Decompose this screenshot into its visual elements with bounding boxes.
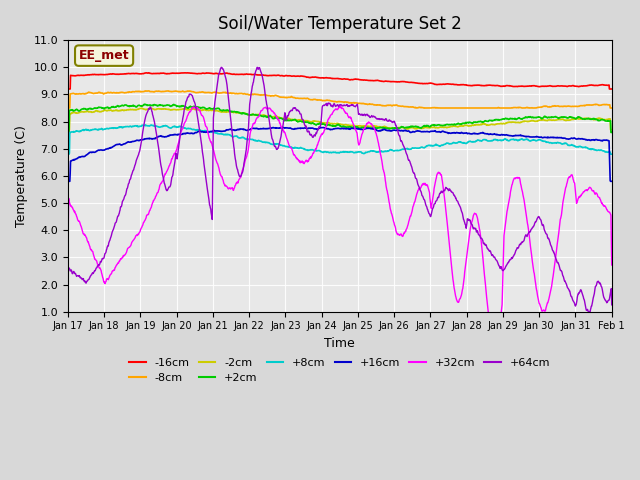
+16cm: [172, 132, 179, 137]
+16cm: [316, 124, 324, 130]
Line: +16cm: +16cm: [68, 127, 612, 181]
+16cm: [64, 179, 72, 184]
+32cm: [544, 300, 552, 306]
+16cm: [424, 129, 432, 134]
-2cm: [543, 118, 551, 123]
-16cm: [608, 86, 616, 92]
+16cm: [246, 127, 253, 132]
Text: EE_met: EE_met: [79, 49, 129, 62]
+2cm: [186, 105, 193, 110]
-16cm: [246, 72, 254, 77]
+2cm: [543, 115, 551, 121]
-2cm: [64, 127, 72, 132]
-8cm: [144, 88, 152, 94]
Line: -8cm: -8cm: [68, 91, 612, 108]
Line: -16cm: -16cm: [68, 73, 612, 89]
+64cm: [585, 309, 593, 314]
-2cm: [186, 107, 193, 112]
+2cm: [246, 112, 254, 118]
+32cm: [492, 342, 499, 348]
-2cm: [608, 127, 616, 132]
Line: -2cm: -2cm: [68, 108, 612, 130]
+64cm: [246, 99, 254, 105]
-8cm: [543, 104, 551, 109]
+8cm: [246, 136, 254, 142]
+16cm: [185, 131, 193, 136]
-2cm: [424, 125, 432, 131]
+64cm: [185, 94, 193, 99]
+64cm: [172, 154, 179, 160]
+2cm: [64, 130, 72, 135]
-8cm: [172, 88, 180, 94]
+2cm: [424, 123, 432, 129]
+8cm: [608, 151, 616, 157]
Line: +32cm: +32cm: [68, 107, 612, 345]
-16cm: [172, 71, 179, 76]
+8cm: [543, 139, 551, 145]
-2cm: [138, 105, 146, 111]
-8cm: [64, 105, 72, 111]
+32cm: [496, 320, 504, 325]
Legend: -16cm, -8cm, -2cm, +2cm, +8cm, +16cm, +32cm, +64cm: -16cm, -8cm, -2cm, +2cm, +8cm, +16cm, +3…: [125, 353, 555, 387]
+32cm: [608, 262, 616, 268]
-2cm: [172, 107, 180, 113]
Y-axis label: Temperature (C): Temperature (C): [15, 125, 28, 227]
-8cm: [424, 105, 432, 111]
-2cm: [246, 112, 254, 118]
-16cm: [495, 83, 503, 89]
+2cm: [172, 103, 180, 108]
-16cm: [424, 81, 432, 86]
+32cm: [185, 110, 193, 116]
+64cm: [64, 289, 72, 295]
+16cm: [608, 179, 616, 184]
Line: +64cm: +64cm: [68, 67, 612, 312]
-16cm: [64, 86, 72, 92]
+16cm: [495, 132, 503, 138]
+16cm: [543, 134, 551, 140]
Line: +2cm: +2cm: [68, 104, 612, 132]
-8cm: [608, 105, 616, 111]
-2cm: [495, 121, 503, 127]
+64cm: [543, 234, 551, 240]
+8cm: [495, 137, 503, 143]
-16cm: [181, 70, 189, 76]
-8cm: [495, 105, 503, 111]
Title: Soil/Water Temperature Set 2: Soil/Water Temperature Set 2: [218, 15, 461, 33]
+32cm: [424, 186, 432, 192]
+2cm: [141, 101, 149, 107]
+32cm: [64, 251, 72, 257]
+64cm: [424, 209, 432, 215]
+8cm: [172, 124, 180, 130]
Line: +8cm: +8cm: [68, 125, 612, 154]
+32cm: [246, 134, 253, 140]
+8cm: [424, 143, 432, 148]
+64cm: [608, 302, 616, 308]
X-axis label: Time: Time: [324, 337, 355, 350]
-16cm: [186, 70, 193, 76]
-8cm: [246, 92, 254, 98]
+32cm: [337, 104, 344, 109]
+2cm: [495, 117, 503, 123]
+64cm: [495, 264, 503, 270]
+2cm: [608, 130, 616, 135]
+32cm: [172, 149, 179, 155]
+64cm: [218, 64, 225, 70]
-16cm: [543, 83, 551, 89]
-8cm: [186, 88, 193, 94]
+8cm: [186, 126, 193, 132]
+8cm: [148, 122, 156, 128]
+8cm: [64, 151, 72, 157]
